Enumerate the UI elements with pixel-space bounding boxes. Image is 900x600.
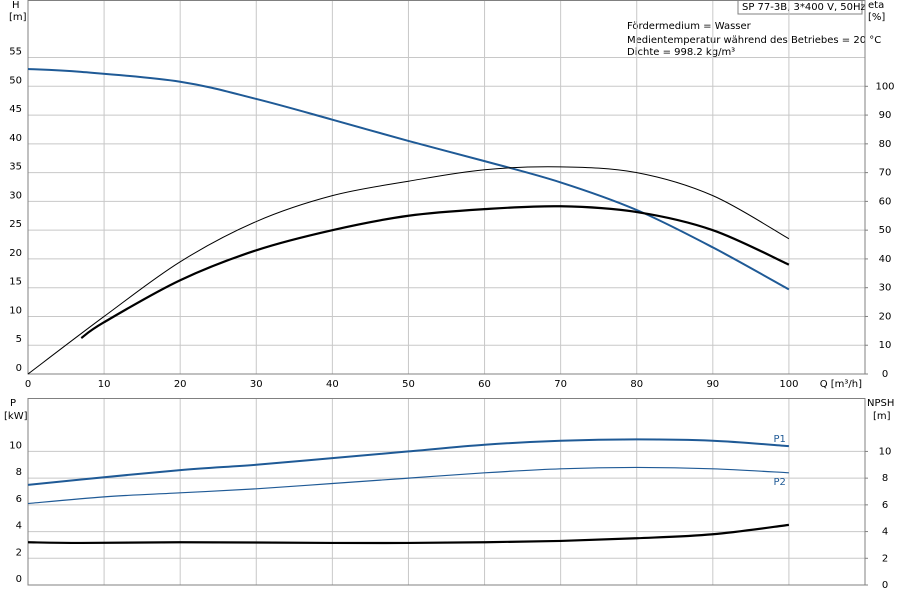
x-tick-label: 80 (630, 379, 643, 390)
y-axis-label: P (10, 398, 16, 409)
y2-tick-label: 10 (879, 446, 892, 457)
y2-tick-label: 30 (879, 283, 892, 294)
y2-tick-label: 0 (882, 369, 888, 380)
y-tick-label: 35 (9, 162, 22, 173)
x-tick-label: 60 (478, 379, 491, 390)
y-tick-label: 30 (9, 190, 22, 201)
curve (80, 205, 790, 339)
curve (27, 466, 789, 505)
y2-tick-label: 6 (882, 500, 888, 511)
y2-tick-label: 40 (879, 254, 892, 265)
y2-tick-label: 4 (882, 527, 888, 538)
y-tick-label: 10 (9, 440, 22, 451)
y-tick-label: 55 (9, 47, 22, 58)
y-tick-label: 15 (9, 277, 22, 288)
y-tick-label: 20 (9, 248, 22, 259)
x-tick-label: 30 (250, 379, 263, 390)
y-tick-label: 25 (9, 219, 22, 230)
x-tick-label: 40 (326, 379, 339, 390)
y-tick-label: 6 (16, 494, 22, 505)
y2-tick-label: 8 (882, 473, 888, 484)
x-tick-label: 70 (554, 379, 567, 390)
curve-label: P2 (774, 477, 786, 488)
y2-tick-label: 60 (879, 196, 892, 207)
y2-tick-label: 0 (882, 580, 888, 591)
y2-axis-unit: [m] (873, 411, 891, 422)
y-axis-label: H (12, 0, 20, 11)
y2-tick-label: 100 (875, 81, 894, 92)
y-tick-label: 40 (9, 133, 22, 144)
y2-tick-label: 2 (882, 553, 888, 564)
chart-title: SP 77-3B, 3*400 V, 50Hz (742, 2, 866, 13)
annotation: Fördermedium = Wasser (627, 21, 752, 32)
y-axis-unit: [kW] (4, 411, 28, 422)
y-tick-label: 8 (16, 467, 22, 478)
x-tick-label: 20 (174, 379, 187, 390)
annotation: Medientemperatur während des Betriebes =… (627, 35, 881, 46)
curve-label: P1 (774, 434, 786, 445)
title-box (737, 0, 863, 15)
x-axis-label: Q [m³/h] (820, 379, 862, 390)
plot-frame (27, 0, 866, 375)
y2-tick-label: 20 (879, 311, 892, 322)
x-tick-label: 10 (98, 379, 111, 390)
y-tick-label: 4 (16, 521, 22, 532)
x-tick-label: 100 (779, 379, 798, 390)
curve (27, 68, 790, 291)
y-tick-label: 10 (9, 305, 22, 316)
y2-axis-label: eta (868, 0, 884, 11)
y-tick-label: 2 (16, 547, 22, 558)
x-tick-label: 0 (25, 379, 31, 390)
y2-tick-label: 80 (879, 139, 892, 150)
y-tick-label: 5 (16, 334, 22, 345)
x-tick-label: 50 (402, 379, 415, 390)
y-tick-label: 50 (9, 75, 22, 86)
y-tick-label: 0 (16, 574, 22, 585)
y2-tick-label: 50 (879, 225, 892, 236)
y-tick-label: 0 (16, 363, 22, 374)
curve (27, 166, 790, 375)
annotation: Dichte = 998.2 kg/m³ (627, 47, 735, 58)
y-axis-unit: [m] (9, 12, 27, 23)
y2-tick-label: 70 (879, 168, 892, 179)
y2-axis-label: NPSH (867, 398, 894, 409)
y2-tick-label: 10 (879, 340, 892, 351)
curve (27, 523, 790, 545)
x-tick-label: 90 (706, 379, 719, 390)
y-tick-label: 45 (9, 104, 22, 115)
y2-axis-unit: [%] (868, 12, 885, 23)
y2-tick-label: 90 (879, 110, 892, 121)
curve (27, 438, 789, 486)
plot-frame (27, 398, 866, 586)
